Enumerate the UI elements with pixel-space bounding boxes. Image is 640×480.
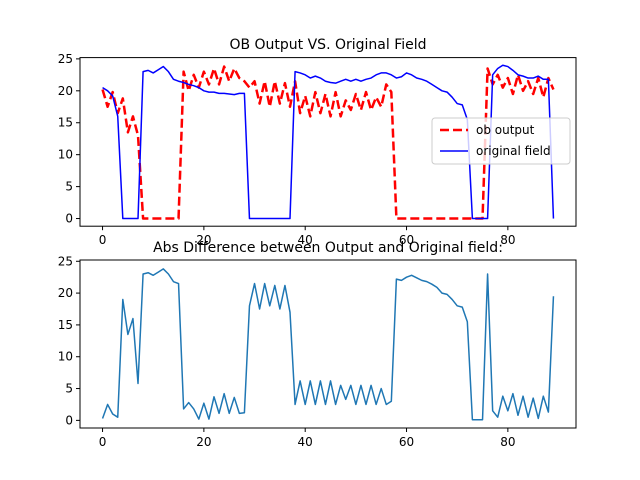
top-plot-frame — [79, 57, 577, 227]
bottom-y-tick-label: 15 — [58, 318, 73, 332]
top-x-tick-label: 0 — [99, 233, 107, 247]
top-y-tick-label: 15 — [58, 116, 73, 130]
bottom-subplot: Abs Difference between Output and Origin… — [58, 240, 577, 449]
bottom-series-layer — [101, 268, 555, 421]
bottom-chart-title: Abs Difference between Output and Origin… — [153, 240, 503, 256]
bottom-series-line-series-0 — [101, 268, 555, 421]
top-axis-layer: 0 20 40 60 80 0 5 10 15 20 25 — [58, 52, 516, 247]
top-x-tick-label: 80 — [500, 233, 515, 247]
bottom-plot-frame — [79, 259, 577, 429]
bottom-y-tick-label: 25 — [58, 254, 73, 268]
bottom-x-tick-label: 80 — [500, 435, 515, 449]
top-x-tick-label: 40 — [298, 233, 313, 247]
top-chart-title: OB Output VS. Original Field — [229, 37, 426, 53]
top-x-tick-label: 20 — [196, 233, 211, 247]
top-y-tick-label: 5 — [65, 180, 73, 194]
top-x-tick-label: 60 — [399, 233, 414, 247]
top-series-line-original-field — [102, 64, 555, 220]
top-y-tick-label: 0 — [65, 212, 73, 226]
bottom-x-tick-label: 0 — [99, 435, 107, 449]
bottom-y-tick-label: 20 — [58, 286, 73, 300]
top-subplot: OB Output VS. Original Field 0 20 40 60 80 0 5… — [58, 37, 577, 247]
top-series-layer — [101, 64, 555, 220]
top-y-tick-label: 25 — [58, 52, 73, 66]
bottom-axis-layer: 0 20 40 60 80 0 5 10 15 20 25 — [58, 254, 516, 449]
legend-label-original-field: original field — [476, 144, 551, 158]
bottom-x-tick-label: 60 — [399, 435, 414, 449]
legend-label-ob-output: ob output — [476, 123, 535, 137]
legend: ob output original field — [431, 117, 571, 165]
top-y-tick-label: 10 — [58, 148, 73, 162]
bottom-y-tick-label: 0 — [65, 413, 73, 427]
bottom-x-tick-label: 20 — [196, 435, 211, 449]
bottom-y-tick-label: 10 — [58, 350, 73, 364]
bottom-x-tick-label: 40 — [298, 435, 313, 449]
top-y-tick-label: 20 — [58, 84, 73, 98]
bottom-y-tick-label: 5 — [65, 382, 73, 396]
